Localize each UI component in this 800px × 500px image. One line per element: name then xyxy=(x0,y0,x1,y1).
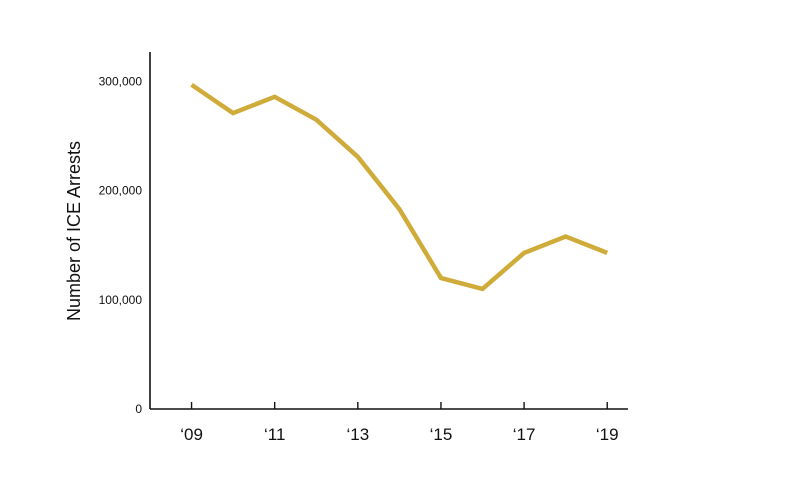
y-tick-label: 0 xyxy=(135,402,142,416)
x-tick-label: ‘11 xyxy=(264,425,285,444)
y-axis-label: Number of ICE Arrests xyxy=(64,141,84,321)
series-line xyxy=(190,82,609,292)
x-tick-label: ‘15 xyxy=(430,425,453,444)
x-tick-label: ‘17 xyxy=(513,425,536,444)
x-tick-label: ‘19 xyxy=(596,425,619,444)
x-tick-label: ‘13 xyxy=(346,425,369,444)
y-tick-label: 300,000 xyxy=(99,74,143,88)
y-tick-label: 100,000 xyxy=(99,293,143,307)
x-tick-label: ‘09 xyxy=(180,425,203,444)
axis-ticks: 0 100,000 200,000 300,000 ‘09 ‘11 ‘13 ‘15 ‘17 ‘19 xyxy=(99,74,619,444)
series-group xyxy=(190,82,609,292)
y-tick-label: 200,000 xyxy=(99,184,143,198)
